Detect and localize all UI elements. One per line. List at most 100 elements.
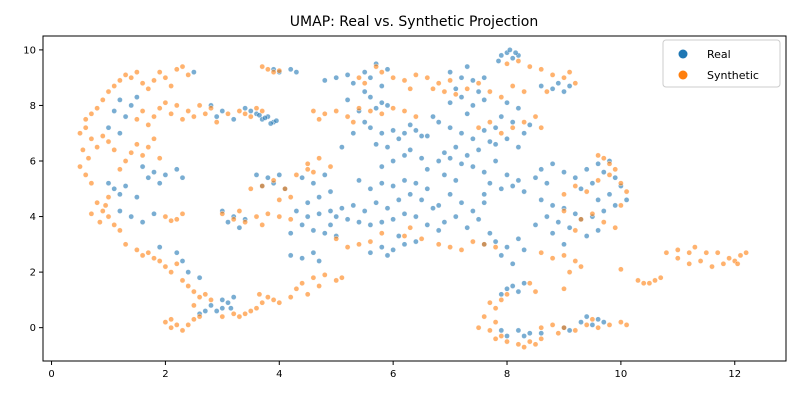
point-synthetic (259, 299, 266, 306)
point-real (481, 74, 488, 81)
x-tick-label: 12 (728, 369, 741, 380)
y-axis: 0 2 4 6 8 10 (23, 45, 43, 334)
point-synthetic (504, 338, 510, 345)
point-synthetic (304, 160, 311, 167)
point-real (521, 280, 527, 287)
point-synthetic (595, 152, 601, 159)
point-real (230, 116, 237, 123)
x-axis: 0 2 4 6 8 10 12 (48, 361, 741, 380)
point-real (185, 269, 191, 275)
point-synthetic (618, 202, 624, 209)
point-real (202, 308, 209, 314)
point-synthetic (265, 294, 271, 300)
point-real (401, 241, 408, 248)
point-real (452, 144, 459, 150)
point-real (612, 174, 619, 181)
point-real (395, 135, 402, 142)
point-synthetic (179, 116, 186, 123)
point-real (583, 313, 590, 320)
point-synthetic (538, 66, 545, 73)
point-real (458, 160, 465, 167)
point-synthetic (475, 324, 482, 331)
point-real (287, 230, 294, 236)
x-tick-label: 6 (390, 369, 396, 380)
point-real (515, 327, 522, 334)
point-synthetic (726, 255, 732, 262)
point-real (481, 191, 488, 198)
point-synthetic (139, 80, 146, 86)
point-real (344, 216, 351, 223)
point-synthetic (105, 88, 112, 95)
point-synthetic (743, 249, 749, 256)
point-real (225, 219, 231, 225)
point-real (395, 233, 402, 239)
point-real (407, 191, 414, 198)
point-synthetic (196, 313, 203, 320)
point-real (549, 86, 556, 92)
point-real (287, 66, 294, 73)
point-synthetic (304, 291, 311, 298)
point-synthetic (521, 344, 527, 350)
point-synthetic (179, 277, 186, 284)
point-synthetic (213, 119, 220, 125)
point-real (156, 244, 163, 250)
point-real (384, 205, 391, 211)
point-synthetic (646, 280, 653, 287)
point-synthetic (85, 155, 92, 161)
point-synthetic (276, 299, 283, 306)
point-real (134, 94, 140, 100)
point-real (498, 252, 505, 259)
point-real (356, 177, 362, 184)
point-synthetic (618, 180, 624, 186)
point-real (424, 133, 431, 139)
point-synthetic (179, 327, 186, 334)
point-synthetic (401, 77, 408, 84)
point-real (310, 227, 317, 234)
legend-box (662, 39, 781, 88)
point-synthetic (88, 111, 95, 117)
point-real (515, 177, 522, 184)
point-synthetic (117, 227, 123, 234)
point-synthetic (709, 263, 715, 270)
point-synthetic (532, 341, 539, 348)
point-synthetic (635, 277, 641, 284)
point-real (310, 180, 317, 186)
point-synthetic (572, 327, 579, 334)
legend: Real Synthetic (662, 39, 781, 88)
y-tick-label: 4 (30, 212, 36, 223)
point-real (424, 185, 431, 192)
point-real (384, 252, 391, 259)
point-synthetic (111, 222, 117, 228)
point-synthetic (566, 69, 573, 75)
point-synthetic (77, 163, 83, 170)
point-real (447, 191, 453, 198)
point-real (589, 322, 596, 328)
point-real (299, 222, 305, 228)
point-synthetic (173, 322, 180, 328)
point-synthetic (344, 113, 351, 120)
point-real (105, 180, 112, 186)
point-real (464, 224, 471, 231)
point-synthetic (225, 111, 231, 117)
point-synthetic (236, 208, 243, 214)
point-real (458, 74, 465, 81)
point-synthetic (100, 97, 106, 103)
point-real (219, 297, 226, 303)
point-synthetic (521, 88, 527, 95)
point-synthetic (122, 241, 129, 248)
point-real (111, 185, 117, 192)
point-synthetic (316, 116, 322, 123)
point-real (424, 166, 431, 173)
point-synthetic (481, 313, 488, 320)
point-real (390, 183, 396, 189)
point-synthetic (191, 302, 197, 309)
point-real (504, 172, 510, 178)
point-synthetic (601, 219, 607, 225)
point-real (481, 127, 488, 134)
point-real (515, 105, 522, 111)
point-real (384, 66, 391, 73)
point-real (464, 152, 471, 159)
point-synthetic (185, 322, 191, 328)
point-synthetic (435, 241, 442, 248)
point-real (139, 219, 146, 225)
